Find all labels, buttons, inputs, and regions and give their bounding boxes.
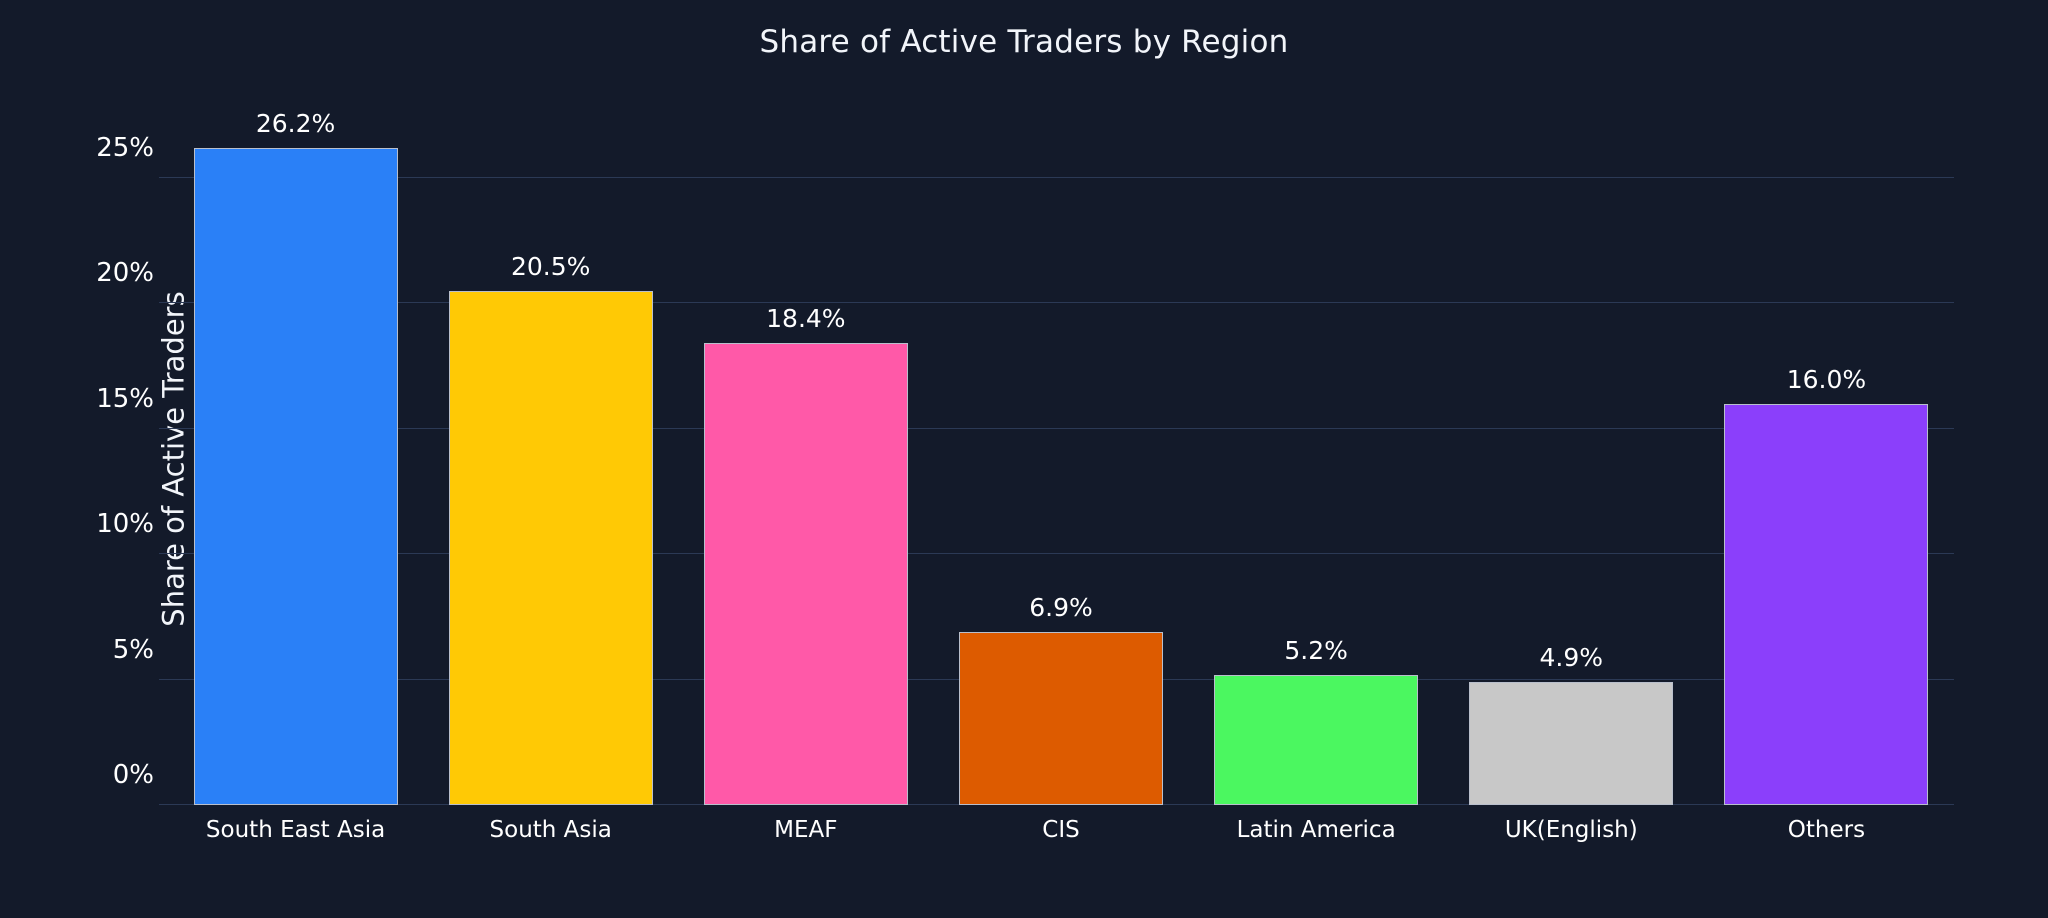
x-tick-label: UK(English) <box>1504 817 1638 843</box>
bar[interactable] <box>703 343 908 805</box>
bar-value-label: 26.2% <box>255 108 336 138</box>
gridline <box>168 176 1954 178</box>
bar[interactable] <box>958 631 1164 805</box>
y-tick-mark <box>159 176 168 178</box>
bar-group[interactable]: 6.9% CIS <box>933 115 1188 843</box>
chart-title: Share of Active Traders by Region <box>759 24 1289 60</box>
bar-group[interactable]: 5.2% Latin America <box>1189 115 1444 843</box>
y-tick-mark <box>159 427 168 429</box>
y-tick-mark <box>159 804 168 805</box>
gridline <box>168 427 1954 429</box>
bar-group[interactable]: 20.5% South Asia <box>423 115 678 843</box>
bar-value-label: 5.2% <box>1284 635 1348 665</box>
plot-area: 0% 5% 10% 15% 20% 25% 26.2% South East Asia 20.… <box>96 109 1954 843</box>
x-tick-label: Latin America <box>1236 817 1396 843</box>
y-tick-label: 5% <box>112 634 154 665</box>
bar-value-label: 4.9% <box>1539 643 1604 673</box>
bar[interactable] <box>1724 403 1929 805</box>
bar-value-label: 20.5% <box>511 251 591 281</box>
y-tick-label: 10% <box>96 509 154 540</box>
gridline <box>168 553 1954 555</box>
y-tick-label: 15% <box>96 383 154 414</box>
bar-group[interactable]: 16.0% Others <box>1699 115 1954 843</box>
y-tick-label: 0% <box>112 760 154 790</box>
bar[interactable] <box>448 290 653 805</box>
x-tick-label: MEAF <box>774 817 838 843</box>
bar-group[interactable]: 26.2% South East Asia <box>168 109 423 843</box>
x-tick-label: Others <box>1787 817 1866 843</box>
bar[interactable] <box>1469 682 1674 805</box>
y-tick-label: 25% <box>96 132 154 163</box>
bar-value-label: 18.4% <box>766 304 846 334</box>
y-tick-mark <box>159 678 168 680</box>
bar[interactable] <box>193 147 398 805</box>
x-tick-label: CIS <box>1042 817 1080 843</box>
x-tick-label: South East Asia <box>205 817 386 843</box>
gridline <box>168 302 1954 304</box>
bar[interactable] <box>1214 674 1419 805</box>
y-tick-mark <box>159 302 168 304</box>
bar-value-label: 16.0% <box>1786 364 1867 394</box>
y-tick-label: 20% <box>96 258 154 289</box>
bar-group[interactable]: 18.4% MEAF <box>678 115 933 843</box>
bar-group[interactable]: 4.9% UK(English) <box>1444 115 1699 843</box>
y-tick-mark <box>159 553 168 555</box>
bars-layer: 26.2% South East Asia 20.5% South Asia 18.4%… <box>168 109 1954 843</box>
bar-value-label: 6.9% <box>1029 592 1093 622</box>
x-tick-label: South Asia <box>489 817 612 843</box>
